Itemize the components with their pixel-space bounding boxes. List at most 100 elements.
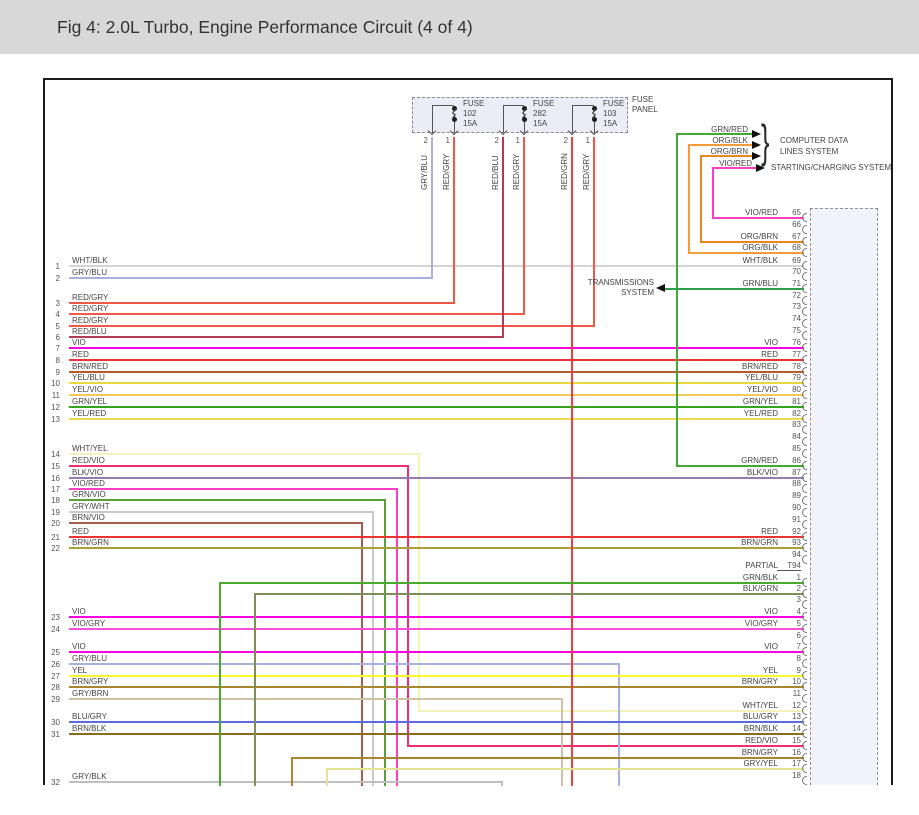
pin-socket-icon [802, 331, 807, 340]
left-pin-label: YEL/BLU [72, 373, 105, 382]
pin-socket-icon [802, 402, 807, 411]
wire-red-grn [571, 137, 573, 786]
left-pin-number: 13 [51, 415, 60, 424]
left-pin-number: 21 [51, 533, 60, 542]
fuse-label: 15A [463, 119, 478, 128]
wire-red-gry [69, 302, 454, 304]
fuse-wire-label: RED/GRY [512, 153, 521, 190]
pin-socket-icon [802, 237, 807, 246]
wire-red-vio [407, 465, 409, 747]
right-pin-label: VIO [764, 607, 778, 616]
pin-socket-icon [802, 261, 807, 270]
left-pin-label: RED/VIO [72, 456, 105, 465]
wire-org-brn [701, 155, 754, 157]
left-pin-label: YEL/VIO [72, 385, 104, 394]
left-pin-number: 20 [51, 519, 60, 528]
right-pin-label: RED/VIO [745, 736, 778, 745]
partial-connector-ref: T94 [777, 561, 801, 571]
wire-red [69, 359, 804, 361]
right-pin-number: 5 [796, 619, 801, 628]
right-pin-number: 72 [792, 291, 801, 300]
right-pin-number: 69 [792, 256, 801, 265]
wire-gry-blu [69, 663, 619, 665]
pin-socket-icon [802, 578, 807, 587]
wire-label-org-brn: ORG/BRN [710, 147, 748, 156]
fuse-panel-label-line2: PANEL [632, 105, 658, 114]
left-pin-number: 2 [55, 274, 60, 283]
right-pin-number: 13 [792, 712, 801, 721]
pin-socket-icon [802, 390, 807, 399]
right-pin-label: BRN/RED [741, 362, 778, 371]
wire-blk-vio [69, 477, 804, 479]
left-pin-label: VIO [72, 607, 86, 616]
pin-socket-icon [802, 532, 807, 541]
fuse-label: 15A [603, 119, 618, 128]
pin-socket-icon [802, 600, 807, 609]
right-pin-number: 68 [792, 243, 801, 252]
pin-socket-icon [802, 284, 807, 293]
wire-org-brn [700, 155, 702, 243]
arrow-left-icon [656, 284, 665, 292]
fuse-bridge [572, 105, 594, 106]
right-pin-label: BRN/BLK [743, 724, 778, 733]
wire-grn-vio [69, 499, 385, 501]
wire-gry-blu [69, 277, 432, 279]
right-pin-number: 82 [792, 409, 801, 418]
fuse-lead [454, 120, 455, 133]
wire-org-blk [688, 144, 690, 254]
wire-vio [69, 347, 804, 349]
right-pin-label: BLK/GRN [742, 584, 778, 593]
pin-socket-icon [802, 343, 807, 352]
right-pin-number: 89 [792, 491, 801, 500]
left-pin-number: 22 [51, 544, 60, 553]
pin-socket-icon [802, 296, 807, 305]
right-pin-number: 16 [792, 748, 801, 757]
left-pin-label: YEL [72, 666, 88, 675]
pin-socket-icon [802, 319, 807, 328]
right-pin-number: 73 [792, 302, 801, 311]
pin-socket-icon [802, 555, 807, 564]
transmissions-label-line2: SYSTEM [621, 288, 654, 297]
wire-org-blk [689, 252, 804, 254]
fuse-pin-number: 1 [445, 136, 450, 145]
right-pin-label: GRY/YEL [743, 759, 778, 768]
wire-red-vio [408, 745, 804, 747]
left-pin-label: BRN/GRN [72, 538, 109, 547]
left-pin-label: RED/GRY [72, 316, 109, 325]
wire-red-blu [69, 336, 503, 338]
fuse-terminal [592, 117, 597, 122]
fuse-label: FUSE [463, 99, 485, 108]
wire-red-vio [69, 465, 408, 467]
fuse-pin-number: 2 [494, 136, 499, 145]
right-pin-label: VIO/RED [745, 208, 778, 217]
pin-socket-icon [802, 248, 807, 257]
pin-socket-icon [802, 776, 807, 785]
wire-label-vio-red: VIO/RED [719, 159, 752, 168]
wire-grn-blu [665, 288, 804, 290]
left-pin-label: VIO/RED [72, 479, 105, 488]
right-pin-number: 2 [796, 584, 801, 593]
wire-yel-red [69, 418, 804, 420]
pin-socket-icon [802, 414, 807, 423]
wire-grn-blk [219, 582, 221, 786]
wire-red-gry [593, 137, 595, 327]
wire-yel [69, 675, 804, 677]
wire-gry-blu [431, 137, 433, 279]
right-pin-label: GRN/RED [741, 456, 778, 465]
left-pin-label: BRN/GRY [72, 677, 109, 686]
left-pin-number: 32 [51, 778, 60, 787]
right-pin-number: 78 [792, 362, 801, 371]
starting-charging-label: STARTING/CHARGING SYSTEM [771, 163, 892, 172]
fuse-lead [572, 105, 573, 133]
right-pin-number: 67 [792, 232, 801, 241]
left-pin-label: BRN/BLK [72, 724, 107, 733]
pin-socket-icon [802, 355, 807, 364]
left-pin-number: 10 [51, 379, 60, 388]
fuse-panel-label-line1: FUSE [632, 95, 654, 104]
brace-icon: } [761, 115, 770, 167]
left-pin-label: RED [72, 350, 89, 359]
left-pin-number: 17 [51, 485, 60, 494]
right-pin-number: 18 [792, 771, 801, 780]
right-pin-label: ORG/BRN [740, 232, 778, 241]
left-pin-label: VIO/GRY [72, 619, 106, 628]
